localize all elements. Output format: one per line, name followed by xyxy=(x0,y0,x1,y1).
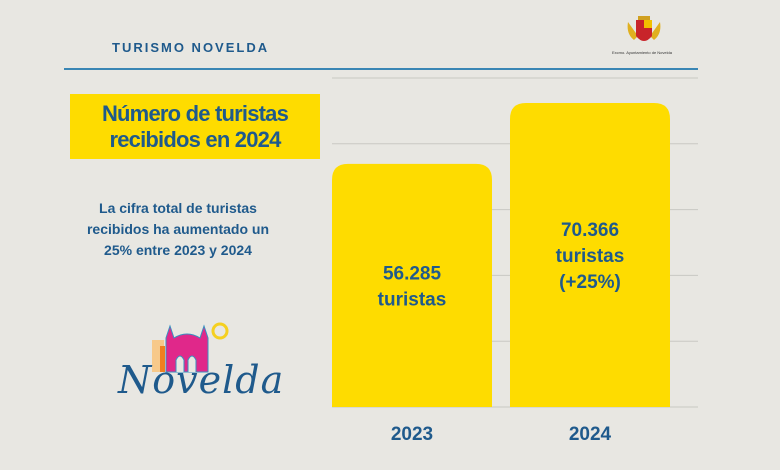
bar-2024 xyxy=(510,102,670,407)
title-box: Número de turistas recibidos en 2024 xyxy=(70,94,320,159)
data-label: 70.366 xyxy=(561,220,619,241)
novelda-logo-icon xyxy=(152,322,229,373)
crest-logo-icon xyxy=(627,16,661,41)
page-title: Número de turistas recibidos en 2024 xyxy=(101,100,289,152)
header-divider xyxy=(64,68,698,70)
data-label: 56.285 xyxy=(383,263,442,284)
data-label: turistas xyxy=(556,246,625,267)
brand-title: TURISMO NOVELDA xyxy=(112,40,270,55)
data-label: turistas xyxy=(378,289,447,310)
data-label: (+25%) xyxy=(559,272,621,293)
crest-caption: Excmo. Ayuntamiento de Novelda xyxy=(612,50,672,55)
logo-text: Novelda xyxy=(118,358,285,402)
x-tick-label: 2023 xyxy=(391,424,433,445)
x-tick-label: 2024 xyxy=(569,424,612,445)
description: La cifra total de turistas recibidos ha … xyxy=(86,200,270,258)
bar-2023 xyxy=(332,163,492,407)
